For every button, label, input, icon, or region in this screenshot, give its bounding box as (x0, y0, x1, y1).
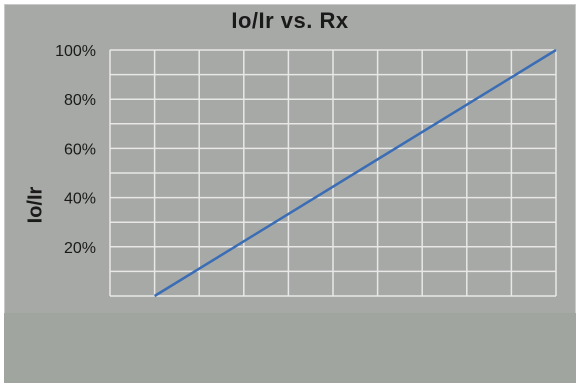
chart-title: Io/Ir vs. Rx (231, 8, 349, 33)
y-tick-label: 80% (64, 92, 96, 109)
y-tick-labels: 20% 40% 60% 80% 100% (55, 43, 96, 257)
grid-lines (109, 49, 557, 297)
y-tick-label: 60% (64, 141, 96, 158)
x-axis-band (4, 313, 576, 383)
y-tick-label: 40% (64, 191, 96, 208)
y-tick-label: 100% (55, 43, 96, 60)
series-line (153, 48, 557, 298)
series-lines (153, 48, 557, 298)
y-tick-label: 20% (64, 240, 96, 257)
